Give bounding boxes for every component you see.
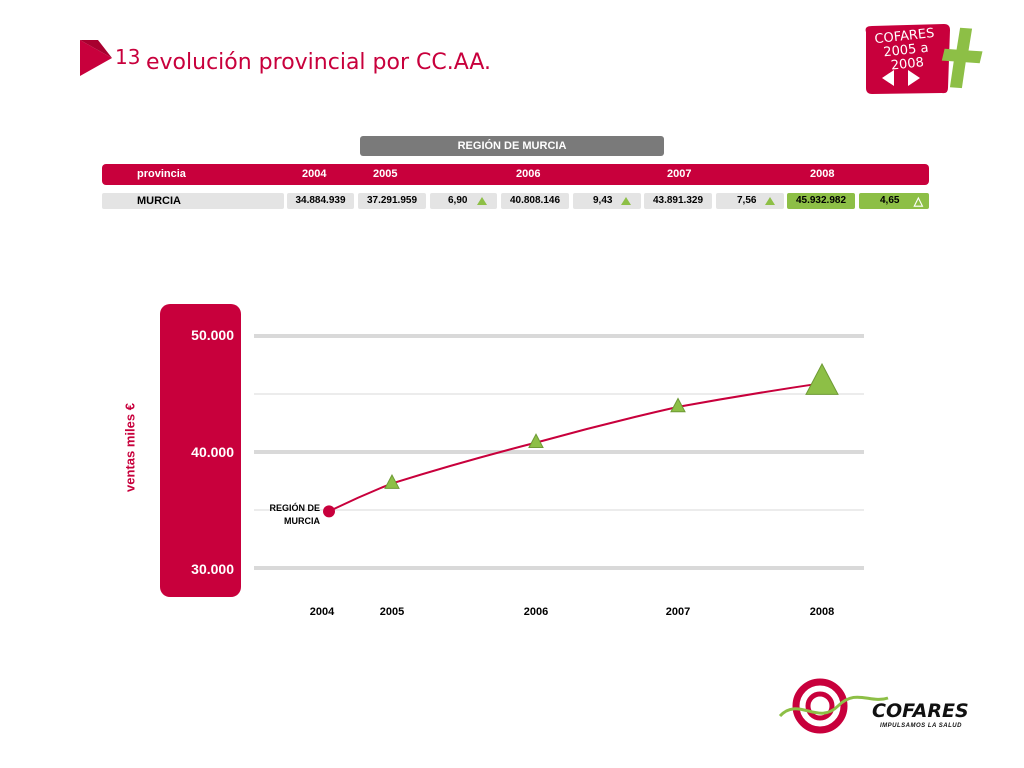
y-tick-50000: 50.000: [191, 327, 234, 343]
pct-2008-text: 4,65: [880, 195, 900, 206]
up-triangle-outline-icon: △: [913, 194, 923, 208]
y-axis-panel: [160, 304, 241, 597]
y-tick-30000: 30.000: [191, 561, 234, 577]
col-2005: 2005: [373, 168, 398, 180]
data-point-2008: [805, 362, 839, 395]
pct-2007-text: 7,56: [737, 195, 757, 206]
slide-number: 13: [115, 45, 140, 69]
logo-brand: COFARES: [872, 700, 969, 722]
slide-flag-icon: 13: [80, 40, 140, 76]
y-tick-40000: 40.000: [191, 444, 234, 460]
table-header: provincia 2004 2005 2006 2007 2008: [102, 164, 929, 185]
x-tick-2008: 2008: [809, 606, 835, 618]
cell-2005-pct: 6,90: [430, 193, 497, 209]
cell-2006-value: 40.808.146: [501, 193, 569, 209]
col-2007: 2007: [667, 168, 692, 180]
cell-2004-value: 34.884.939: [287, 193, 354, 209]
x-tick-2007: 2007: [665, 606, 691, 618]
up-triangle-icon: [477, 197, 487, 205]
x-tick-2006: 2006: [523, 606, 549, 618]
cofares-logo-icon: [778, 678, 889, 734]
cell-2007-pct: 7,56: [716, 193, 784, 209]
pct-2005-text: 6,90: [448, 195, 468, 206]
cell-2006-pct: 9,43: [573, 193, 641, 209]
data-point-2004: [323, 505, 335, 518]
col-2008: 2008: [810, 168, 835, 180]
data-point-2007: [670, 397, 686, 413]
col-provincia: provincia: [137, 168, 186, 180]
col-2004: 2004: [302, 168, 327, 180]
cell-2005-value: 37.291.959: [358, 193, 426, 209]
x-tick-2004: 2004: [309, 606, 335, 618]
data-point-2005: [384, 473, 400, 489]
pct-2006-text: 9,43: [593, 195, 613, 206]
page-title: evolución provincial por CC.AA.: [146, 50, 492, 75]
region-header: REGIÓN DE MURCIA: [360, 136, 664, 156]
cell-2008-pct: 4,65 △: [859, 193, 929, 209]
up-triangle-icon: [765, 197, 775, 205]
up-triangle-icon: [621, 197, 631, 205]
x-tick-2005: 2005: [379, 606, 405, 618]
cofares-badge-icon: [865, 24, 983, 94]
cell-2007-value: 43.891.329: [644, 193, 712, 209]
col-2006: 2006: [516, 168, 541, 180]
logo-tagline: IMPULSAMOS LA SALUD: [880, 723, 962, 729]
row-province-name: MURCIA: [102, 193, 284, 209]
data-point-2006: [528, 433, 544, 449]
cell-2008-value: 45.932.982: [787, 193, 855, 209]
series-line: [328, 382, 823, 513]
series-label: REGIÓN DE MURCIA: [269, 503, 320, 526]
